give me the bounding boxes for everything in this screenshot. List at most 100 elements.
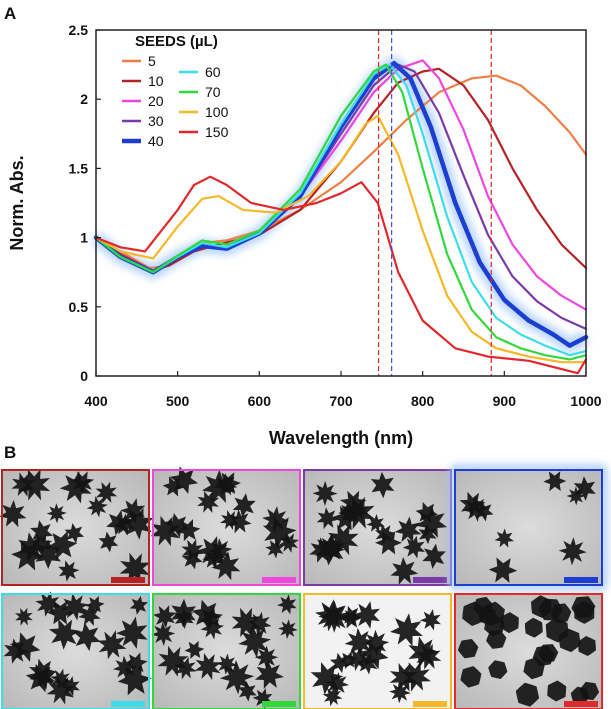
nanoparticle <box>312 480 338 506</box>
y-tick-label: 2.5 <box>69 22 89 38</box>
tem-frame <box>152 469 301 586</box>
scale-bar <box>413 701 447 707</box>
legend-label-10: 10 <box>148 73 164 89</box>
tem-image-60 <box>1 591 152 709</box>
x-tick-label: 1000 <box>570 393 601 409</box>
nanoparticle <box>46 600 74 625</box>
nanoparticle <box>120 498 146 524</box>
nanoparticle <box>46 675 76 705</box>
nanoparticle <box>538 644 559 663</box>
series-line-70 <box>94 63 588 361</box>
nanoparticle <box>119 552 151 584</box>
y-tick-label: 2 <box>80 91 88 107</box>
y-tick-label: 1 <box>80 230 88 246</box>
nanoparticle <box>573 476 596 501</box>
nanoparticle <box>181 538 204 562</box>
tem-image-30 <box>303 469 452 586</box>
x-tick-label: 500 <box>166 393 190 409</box>
series-line-60 <box>94 63 588 357</box>
scale-bar <box>564 701 598 707</box>
series-line-100 <box>94 114 588 364</box>
tem-image-10 <box>0 468 154 586</box>
nanoparticle <box>353 601 380 629</box>
nanoparticle <box>316 534 346 563</box>
nanoparticle <box>547 680 567 702</box>
tem-frame <box>303 593 452 709</box>
nanoparticle <box>473 501 494 522</box>
scale-bar <box>111 577 145 583</box>
nanoparticle <box>48 618 81 650</box>
legend: SEEDS (µL) 5 10 20 30 40 60 70 100 150 <box>122 33 229 149</box>
nanoparticle <box>340 609 362 629</box>
tem-frame <box>454 469 603 586</box>
tem-image-150 <box>454 593 603 709</box>
nanoparticle <box>50 668 72 690</box>
nanoparticle <box>500 612 519 634</box>
nanoparticle <box>523 657 545 680</box>
nanoparticle <box>327 524 359 556</box>
legend-label-60: 60 <box>205 64 221 80</box>
legend-label-70: 70 <box>205 84 221 100</box>
tem-image-40 <box>450 465 607 590</box>
nanoparticle <box>97 630 127 660</box>
nanoparticle <box>117 664 152 696</box>
y-tick-label: 0.5 <box>69 299 89 315</box>
nanoparticle <box>129 595 148 615</box>
nanoparticle <box>220 510 241 531</box>
nanoparticle <box>375 531 402 555</box>
nanoparticle <box>390 613 423 647</box>
nanoparticle <box>202 548 224 570</box>
tem-image-100 <box>303 593 452 709</box>
scale-bar <box>564 577 598 583</box>
nanoparticle <box>345 647 370 671</box>
nanoparticle <box>366 514 385 533</box>
nanoparticle <box>46 530 78 560</box>
y-tick-label: 0 <box>80 368 88 384</box>
legend-label-100: 100 <box>205 104 229 120</box>
nanoparticle <box>194 653 222 680</box>
nanoparticle <box>197 490 220 513</box>
tem-frame <box>1 469 150 586</box>
tem-frame <box>454 593 603 709</box>
nanoparticle <box>150 515 181 547</box>
nanoparticle <box>515 682 540 707</box>
nanoparticle <box>402 535 426 559</box>
nanoparticle <box>457 639 479 659</box>
panel-label-b: B <box>4 443 16 462</box>
nanoparticle <box>460 666 482 688</box>
nanoparticle <box>462 601 485 626</box>
panel-label-a: A <box>4 4 16 23</box>
nanoparticle <box>152 605 177 629</box>
nanoparticle <box>558 628 581 653</box>
reference-lines <box>377 30 492 376</box>
nanoparticle <box>494 528 514 548</box>
tem-frame <box>152 593 301 709</box>
x-tick-label: 800 <box>411 393 435 409</box>
legend-label-5: 5 <box>148 53 156 69</box>
nanoparticle <box>164 513 190 538</box>
scale-bar <box>262 701 296 707</box>
absorbance-chart: 400 500 600 700 800 900 1000 0 0.5 1 1.5 2 2.5 Wave… <box>7 22 602 448</box>
nanoparticle <box>310 662 344 695</box>
nanoparticle <box>125 652 148 674</box>
tem-frame <box>1 593 150 709</box>
nanoparticle <box>86 496 108 518</box>
nanoparticle <box>171 598 197 628</box>
nanoparticle <box>85 595 105 614</box>
nanoparticle <box>98 531 119 553</box>
legend-label-150: 150 <box>205 124 229 140</box>
tem-image-70 <box>151 593 301 709</box>
nanoparticle <box>418 523 437 545</box>
nanoparticle <box>389 681 411 704</box>
x-tick-label: 700 <box>329 393 353 409</box>
nanoparticle <box>531 595 552 618</box>
tem-image-20 <box>150 466 301 586</box>
nanoparticle <box>151 622 176 646</box>
nanoparticle <box>238 681 257 702</box>
nanoparticle <box>415 502 439 524</box>
x-axis-label: Wavelength (nm) <box>269 428 413 448</box>
nanoparticle <box>95 481 118 504</box>
nanoparticle <box>231 607 261 638</box>
tem-background <box>455 470 602 585</box>
nanoparticle <box>116 616 148 649</box>
